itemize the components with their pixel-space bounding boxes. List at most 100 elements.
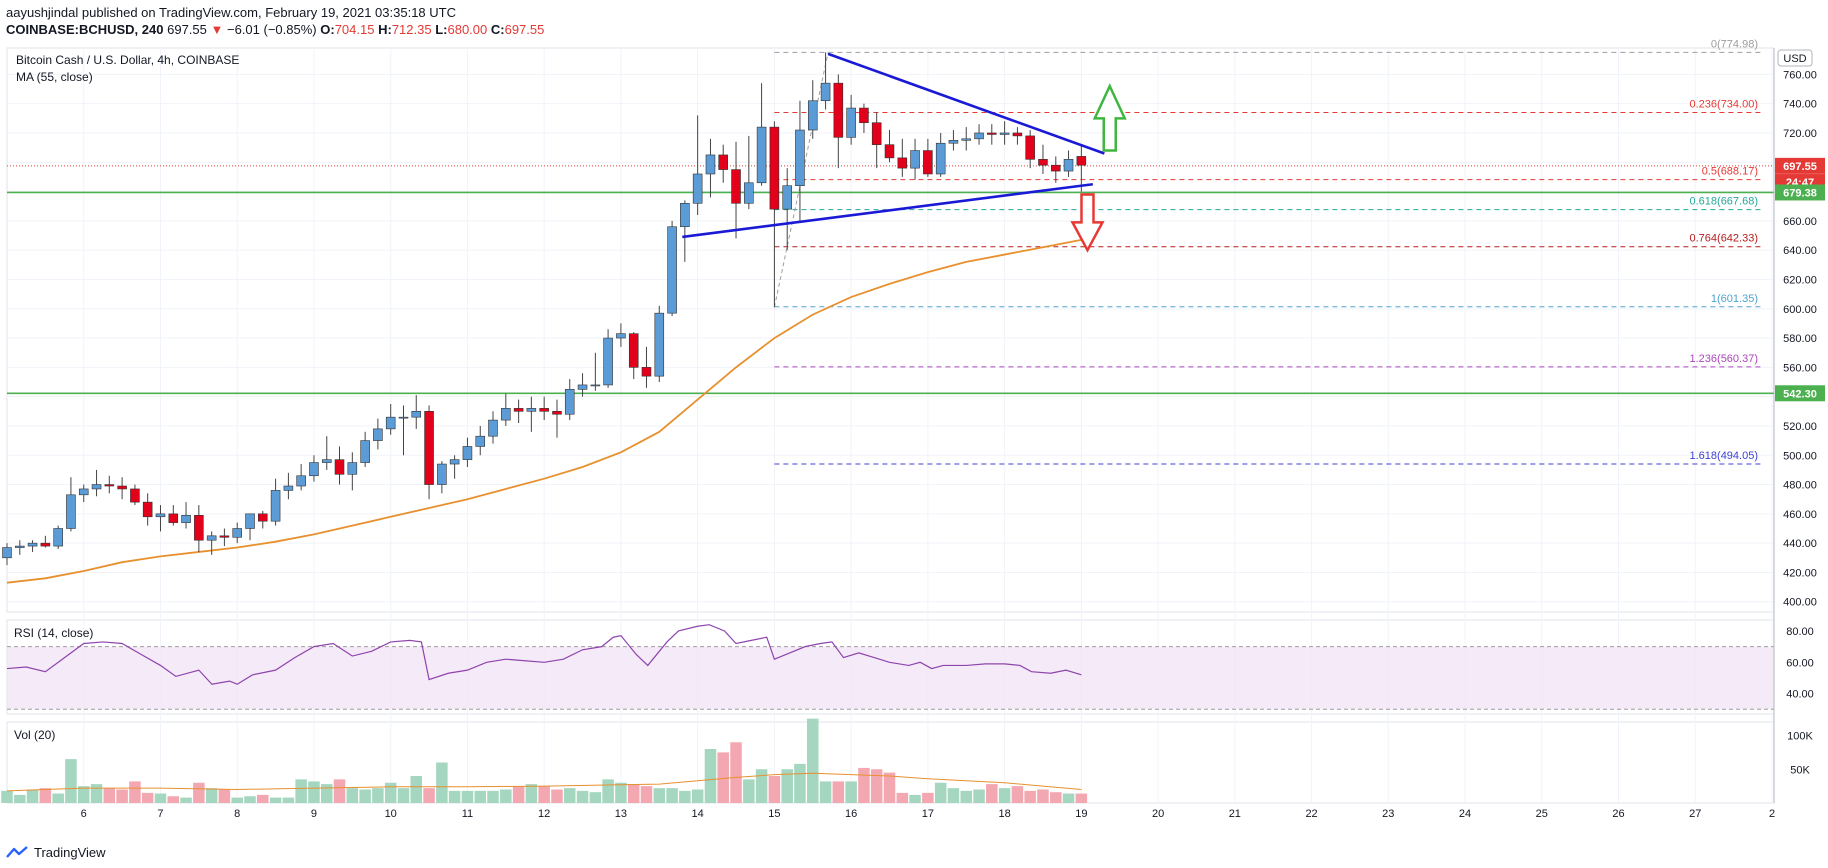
volume-bar bbox=[1075, 793, 1088, 803]
candle-body bbox=[603, 337, 613, 386]
fib-label: 1(601.35) bbox=[1711, 293, 1758, 305]
candle-body bbox=[987, 132, 997, 135]
annotation-arrows[interactable] bbox=[1070, 83, 1127, 253]
candle-body bbox=[1025, 135, 1035, 160]
x-tick-label: 8 bbox=[234, 808, 240, 820]
price-tag bbox=[1775, 385, 1825, 402]
y-tick-label: 640.00 bbox=[1783, 245, 1817, 257]
candle-body bbox=[910, 150, 920, 169]
candle-body bbox=[232, 528, 242, 538]
y-tick-label: 560.00 bbox=[1783, 362, 1817, 374]
x-tick-label: 7 bbox=[157, 808, 163, 820]
candle-body bbox=[206, 535, 217, 541]
candle-body bbox=[347, 462, 358, 475]
volume-bar bbox=[103, 788, 116, 803]
low-value: 680.00 bbox=[447, 22, 488, 37]
trend-lines[interactable] bbox=[682, 52, 1105, 239]
trend-line bbox=[827, 52, 1105, 155]
arrow-up-icon bbox=[1092, 83, 1127, 152]
volume-bar bbox=[666, 788, 678, 803]
volume-bar bbox=[500, 789, 512, 803]
candle-body bbox=[539, 408, 549, 412]
candle-body bbox=[309, 462, 319, 477]
candle-body bbox=[807, 100, 818, 131]
fib-label: 0(774.98) bbox=[1711, 38, 1758, 50]
candle-body bbox=[833, 82, 844, 138]
x-tick-label: 2 bbox=[1769, 808, 1775, 820]
currency-badge bbox=[1777, 49, 1813, 67]
candle-body bbox=[795, 129, 805, 187]
volume-bar bbox=[909, 794, 921, 803]
volume-bar bbox=[640, 786, 653, 803]
volume-bar bbox=[257, 794, 269, 803]
x-tick-label: 24 bbox=[1459, 808, 1471, 820]
volume-bar bbox=[1, 790, 13, 803]
candle-body bbox=[373, 428, 383, 441]
candle-body bbox=[564, 389, 575, 415]
volume-bar bbox=[295, 779, 307, 803]
volume-bar bbox=[512, 786, 525, 803]
volume-bar bbox=[154, 793, 167, 803]
volume-bar bbox=[333, 779, 346, 803]
candle-body bbox=[974, 132, 984, 140]
volume-bar bbox=[167, 796, 180, 803]
candle-body bbox=[117, 485, 127, 490]
candle-body bbox=[424, 411, 434, 485]
volume-bar bbox=[116, 789, 128, 803]
candle-body bbox=[769, 126, 780, 210]
volume-bar bbox=[563, 788, 576, 803]
arrow-down-icon bbox=[1070, 193, 1105, 253]
candle-body bbox=[897, 157, 908, 169]
candle-body bbox=[526, 408, 537, 412]
y-tick-label: 520.00 bbox=[1783, 421, 1817, 433]
volume-bar bbox=[474, 790, 487, 803]
candle-body bbox=[91, 484, 102, 490]
x-tick-label: 18 bbox=[998, 808, 1010, 820]
x-tick-label: 11 bbox=[462, 808, 473, 820]
candle-body bbox=[168, 513, 179, 523]
x-tick-label: 25 bbox=[1536, 808, 1548, 820]
volume-bar bbox=[346, 788, 359, 803]
price-tag-text: 697.55 bbox=[1783, 161, 1817, 173]
candle-body bbox=[360, 440, 370, 463]
fib-label: 0.5(688.17) bbox=[1702, 166, 1758, 178]
y-tick-label: 760.00 bbox=[1783, 69, 1817, 81]
x-tick-label: 21 bbox=[1229, 808, 1241, 820]
moving-average bbox=[6, 239, 1082, 584]
volume-bar bbox=[973, 789, 985, 803]
volume-bar bbox=[717, 752, 729, 803]
candle-body bbox=[820, 82, 831, 102]
header: aayushjindal published on TradingView.co… bbox=[6, 4, 544, 38]
low-label: L: bbox=[435, 22, 448, 37]
volume-bar bbox=[436, 762, 448, 803]
x-tick-label: 27 bbox=[1689, 808, 1701, 820]
x-tick-label: 10 bbox=[385, 808, 397, 820]
volume-bar bbox=[679, 790, 691, 803]
x-tick-label: 6 bbox=[81, 808, 87, 820]
candle-body bbox=[654, 312, 665, 377]
volume-bar bbox=[743, 779, 755, 803]
last-price: 697.55 bbox=[167, 22, 207, 37]
candle-body bbox=[999, 132, 1010, 135]
volume-bar bbox=[359, 789, 371, 803]
candle-body bbox=[718, 154, 728, 170]
high-label: H: bbox=[378, 22, 392, 37]
trend-line bbox=[682, 182, 1094, 239]
volume-bar bbox=[922, 792, 934, 803]
volume-bar bbox=[77, 786, 90, 803]
candle-body bbox=[846, 107, 856, 138]
volume-bar bbox=[832, 781, 845, 803]
volume-bar bbox=[934, 782, 947, 803]
candle-body bbox=[385, 416, 396, 430]
x-tick-label: 23 bbox=[1382, 808, 1394, 820]
candle-body bbox=[731, 169, 741, 204]
symbol-line: COINBASE:BCHUSD, 240 697.55 ▼ −6.01 (−0.… bbox=[6, 21, 544, 38]
volume-bar bbox=[448, 790, 461, 803]
fib-label: 0.764(642.33) bbox=[1690, 233, 1759, 245]
change-arrow-icon: ▼ bbox=[210, 22, 224, 37]
tradingview-logo-icon bbox=[6, 846, 28, 858]
candle-body bbox=[744, 182, 754, 204]
chart[interactable]: 0(774.98) 0.236(734.00) 0.5(688.17) 0.618(6… bbox=[0, 0, 1828, 840]
volume-bar bbox=[205, 788, 218, 803]
